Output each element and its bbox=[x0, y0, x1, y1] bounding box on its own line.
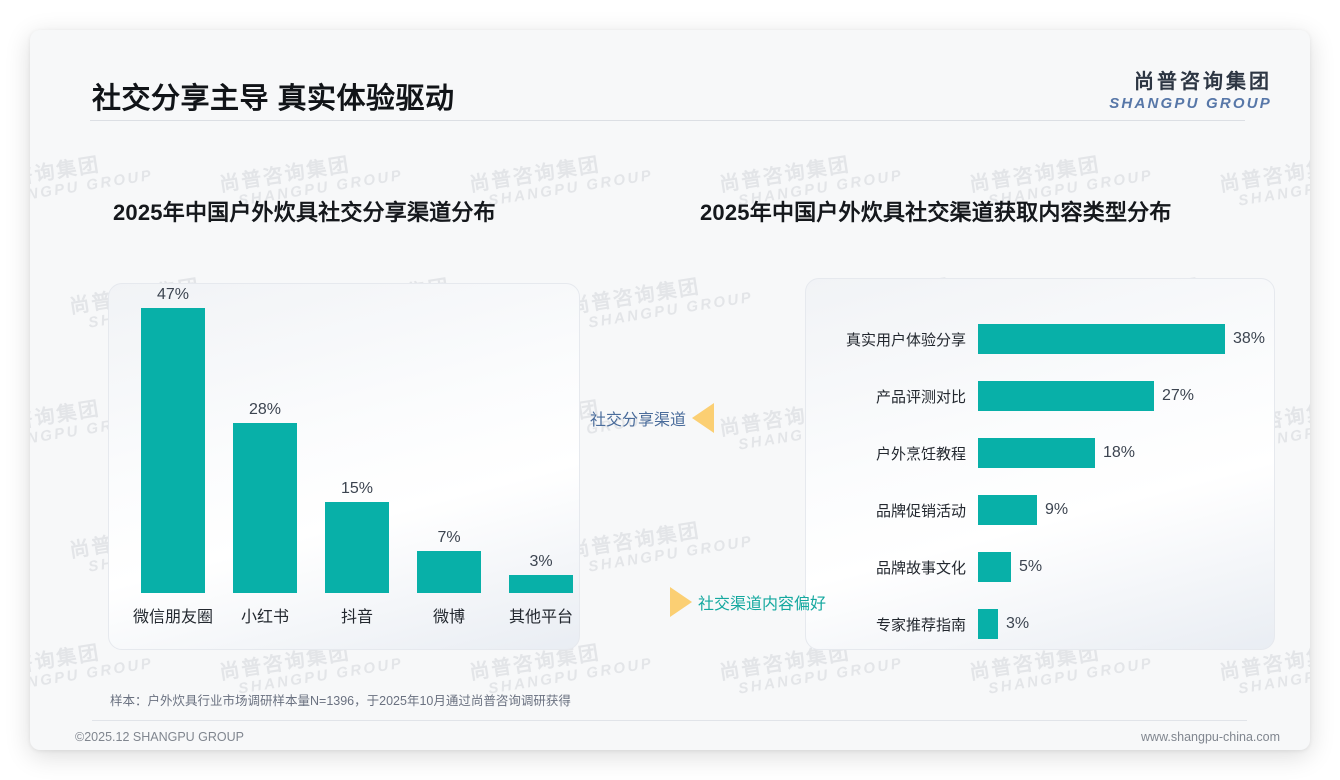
footer-divider bbox=[92, 720, 1247, 721]
connector-bottom-label: 社交渠道内容偏好 bbox=[698, 596, 827, 613]
bar[interactable] bbox=[978, 438, 1095, 468]
bar-group: 3% bbox=[495, 553, 579, 593]
bar-row: 品牌促销活动 9% bbox=[828, 488, 1268, 532]
right-chart-title: 2025年中国户外炊具社交渠道获取内容类型分布 bbox=[700, 200, 1172, 225]
bar-value-label: 38% bbox=[1233, 330, 1266, 347]
slide-header: 社交分享主导 真实体验驱动 尚普咨询集团 SHANGPU GROUP bbox=[30, 30, 1310, 122]
bar-value-label: 9% bbox=[1045, 501, 1069, 518]
bar-row: 户外烹饪教程 18% bbox=[828, 431, 1268, 475]
brand-logo: 尚普咨询集团 SHANGPU GROUP bbox=[1109, 65, 1272, 112]
bar-row: 专家推荐指南 3% bbox=[828, 602, 1268, 646]
sample-footnote: 样本：户外炊具行业市场调研样本量N=1396，于2025年10月通过尚普咨询调研… bbox=[110, 694, 571, 708]
page-title: 社交分享主导 真实体验驱动 bbox=[92, 83, 455, 115]
left-chart-card: 47% 微信朋友圈 28% 小红书 15% 抖音 7% 微博 3% 其他平台 bbox=[108, 283, 580, 650]
bar-group: 28% bbox=[219, 401, 311, 593]
bar-value-label: 3% bbox=[529, 553, 553, 570]
bar[interactable] bbox=[978, 324, 1225, 354]
vertical-bar-chart: 47% 微信朋友圈 28% 小红书 15% 抖音 7% 微博 3% 其他平台 bbox=[109, 284, 579, 649]
bar[interactable] bbox=[978, 552, 1011, 582]
bar-value-label: 27% bbox=[1162, 387, 1195, 404]
bar-category-label: 微信朋友圈 bbox=[132, 609, 213, 626]
bar-category-label: 小红书 bbox=[240, 609, 289, 626]
bar-category-label: 品牌故事文化 bbox=[875, 559, 966, 577]
left-chart-title: 2025年中国户外炊具社交分享渠道分布 bbox=[113, 200, 496, 225]
bar-group: 15% bbox=[311, 480, 403, 593]
bar-group: 7% bbox=[403, 529, 495, 593]
connector-content-preference: 社交渠道内容偏好 bbox=[670, 587, 826, 617]
footer-website: www.shangpu-china.com bbox=[1141, 730, 1280, 744]
footer-copyright: ©2025.12 SHANGPU GROUP bbox=[75, 730, 244, 744]
bar-category-label: 品牌促销活动 bbox=[875, 502, 966, 520]
bar-category-label: 微博 bbox=[432, 609, 465, 626]
triangle-right-icon bbox=[670, 587, 692, 617]
bar-row: 品牌故事文化 5% bbox=[828, 545, 1268, 589]
bar[interactable] bbox=[978, 609, 998, 639]
bar-value-label: 47% bbox=[156, 286, 190, 303]
logo-chinese-text: 尚普咨询集团 bbox=[1134, 71, 1272, 93]
bar-value-label: 15% bbox=[340, 480, 374, 497]
bar-category-label: 专家推荐指南 bbox=[875, 616, 966, 634]
logo-english-text: SHANGPU GROUP bbox=[1109, 95, 1272, 112]
bar-value-label: 5% bbox=[1019, 558, 1043, 575]
bar[interactable] bbox=[417, 551, 481, 593]
bar[interactable] bbox=[978, 381, 1154, 411]
connector-top-label: 社交分享渠道 bbox=[590, 412, 687, 429]
bar-row: 产品评测对比 27% bbox=[828, 374, 1268, 418]
bar-value-label: 18% bbox=[1103, 444, 1136, 461]
bar-category-label: 其他平台 bbox=[508, 609, 573, 626]
bar-value-label: 7% bbox=[437, 529, 461, 546]
bar-group: 47% bbox=[127, 286, 219, 593]
bar[interactable] bbox=[325, 502, 389, 593]
bar[interactable] bbox=[233, 423, 297, 593]
bar-category-label: 抖音 bbox=[340, 609, 373, 626]
bar[interactable] bbox=[509, 575, 573, 593]
header-divider bbox=[90, 120, 1245, 121]
bar[interactable] bbox=[978, 495, 1037, 525]
bar-category-label: 户外烹饪教程 bbox=[875, 445, 966, 463]
bar-value-label: 28% bbox=[248, 401, 282, 418]
connector-social-share-channels: 社交分享渠道 bbox=[590, 403, 715, 433]
slide-canvas: 尚普咨询集团 SHANGPU GROUP 尚普咨询集团 SHANGPU GROUP 尚普… bbox=[30, 30, 1310, 750]
bar-value-label: 3% bbox=[1006, 615, 1030, 632]
bar[interactable] bbox=[141, 308, 205, 593]
bar-category-label: 真实用户体验分享 bbox=[845, 331, 966, 349]
triangle-left-icon bbox=[692, 403, 715, 433]
right-chart-card: 真实用户体验分享 38% 产品评测对比 27% 户外烹饪教程 18% 品牌促销活动 9% 品牌故… bbox=[805, 278, 1275, 650]
bar-row: 真实用户体验分享 38% bbox=[828, 317, 1268, 361]
bar-category-label: 产品评测对比 bbox=[875, 388, 966, 406]
